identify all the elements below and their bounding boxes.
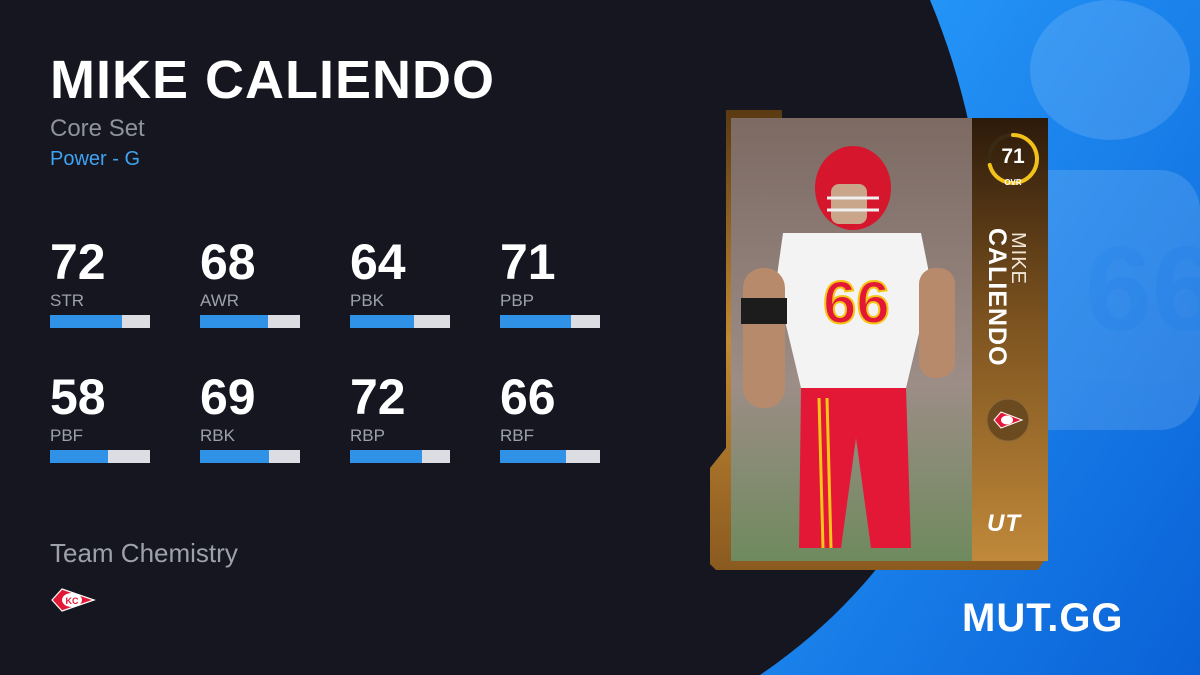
card-first-name: MIKE	[1007, 232, 1029, 285]
svg-text:KC: KC	[66, 596, 79, 606]
stat-pbf: 58 PBF	[50, 370, 150, 463]
stat-label: PBP	[500, 291, 535, 310]
stat-str: 72 STR	[50, 235, 150, 328]
stat-bar	[350, 450, 450, 463]
ovr-ring-icon	[987, 133, 1039, 185]
stat-rbk: 69 RBK	[200, 370, 300, 463]
chiefs-arrowhead-icon: KC	[51, 588, 96, 612]
card-last-name: CALIENDO	[983, 228, 1011, 367]
stat-bar-fill	[500, 450, 566, 463]
chiefs-arrowhead-icon	[986, 398, 1030, 442]
stat-bar-fill	[200, 450, 269, 463]
stat-pbk: 64 PBK	[350, 235, 450, 328]
card-set: Core Set	[50, 115, 145, 142]
stat-bar	[200, 315, 300, 328]
stat-value: 72	[350, 369, 406, 425]
stat-bar-fill	[50, 450, 108, 463]
stat-bar	[500, 315, 600, 328]
stat-value: 71	[500, 234, 556, 290]
stat-awr: 68 AWR	[200, 235, 300, 328]
stat-value: 58	[50, 369, 106, 425]
ovr-value: 71	[1001, 145, 1025, 168]
stat-bar-fill	[200, 315, 268, 328]
stat-label: PBF	[50, 426, 84, 445]
stat-value: 64	[350, 234, 406, 290]
stat-bar	[350, 315, 450, 328]
stat-value: 68	[200, 234, 256, 290]
stat-rbf: 66 RBF	[500, 370, 600, 463]
svg-text:66: 66	[1085, 222, 1200, 356]
archetype: Power - G	[50, 148, 141, 170]
player-photo: 66	[731, 118, 972, 561]
program-badge: UT	[987, 510, 1021, 537]
stat-bar	[500, 450, 600, 463]
stat-label: RBP	[350, 426, 385, 445]
team-chemistry-title: Team Chemistry	[50, 538, 238, 568]
stat-bar-fill	[50, 315, 122, 328]
stat-value: 69	[200, 369, 256, 425]
stat-pbp: 71 PBP	[500, 235, 600, 328]
stat-label: PBK	[350, 291, 385, 310]
stat-label: STR	[50, 291, 84, 310]
stat-bar	[200, 450, 300, 463]
stat-bar-fill	[500, 315, 571, 328]
stat-bar-fill	[350, 315, 414, 328]
stat-label: RBF	[500, 426, 534, 445]
stat-bar-fill	[350, 450, 422, 463]
svg-text:66: 66	[823, 269, 890, 336]
stat-value: 66	[500, 369, 556, 425]
brand-logo: MUT.GG	[962, 596, 1124, 640]
stat-value: 72	[50, 234, 106, 290]
stat-label: AWR	[200, 291, 240, 310]
stat-bar	[50, 315, 150, 328]
player-name: MIKE CALIENDO	[50, 50, 495, 110]
stat-rbp: 72 RBP	[350, 370, 450, 463]
stat-bar	[50, 450, 150, 463]
stat-label: RBK	[200, 426, 235, 445]
ovr-label: OVR	[1004, 178, 1022, 187]
